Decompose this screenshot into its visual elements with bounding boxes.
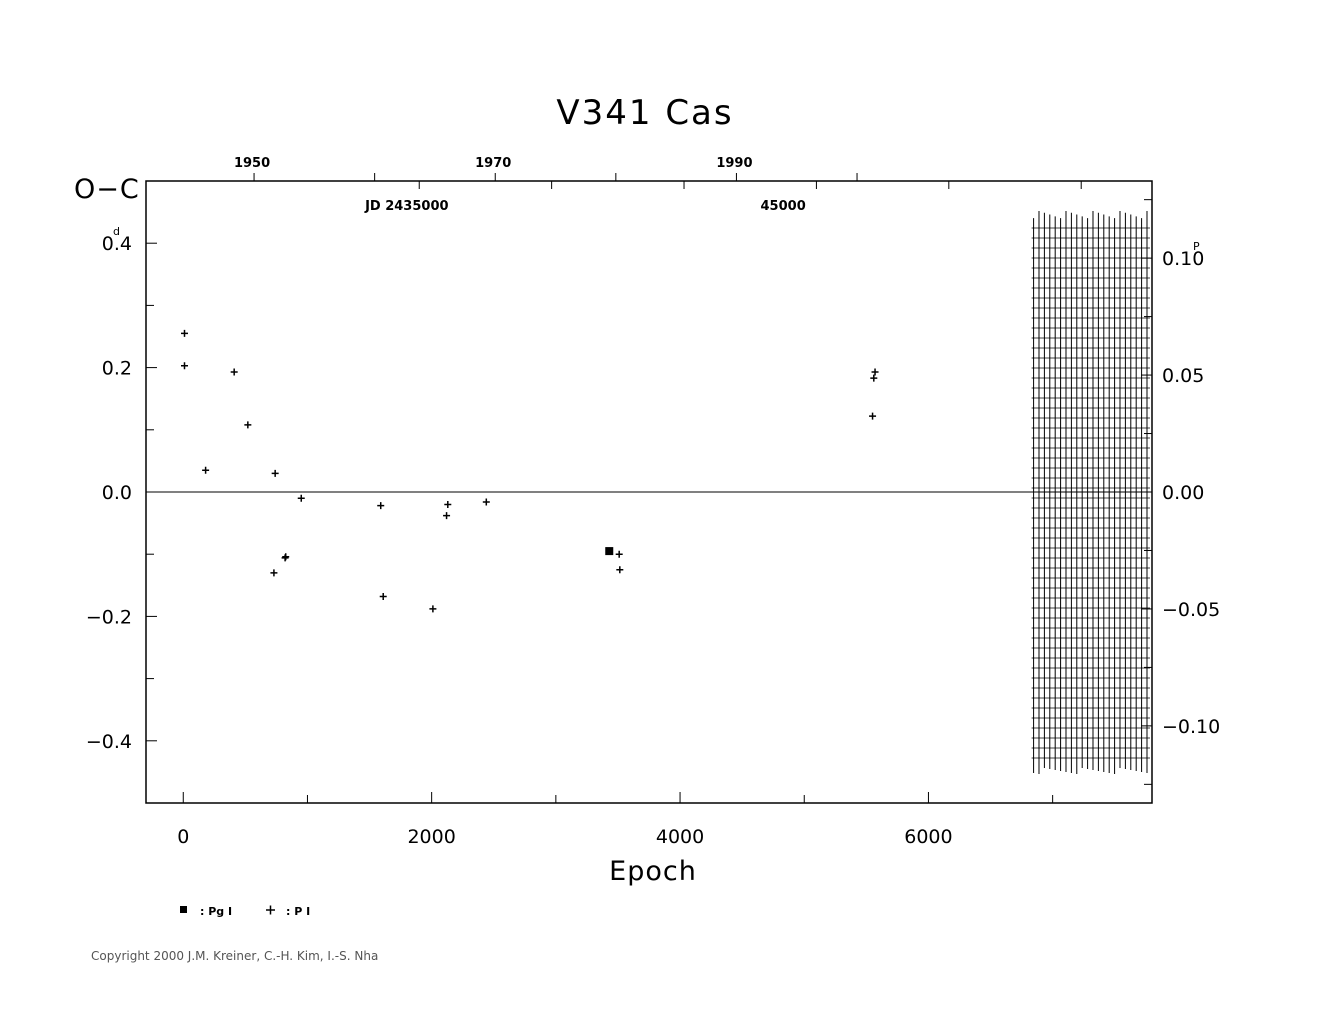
legend-plus-marker xyxy=(266,905,275,915)
point-p xyxy=(379,592,387,600)
y2-tick-label: 0.10 xyxy=(1162,248,1204,270)
y-tick-label: −0.2 xyxy=(86,606,132,628)
legend-p-label: : P I xyxy=(286,905,310,918)
point-p xyxy=(616,566,624,574)
point-p xyxy=(230,368,238,376)
y2-tick-label: −0.05 xyxy=(1162,599,1220,621)
y2-tick-label: 0.05 xyxy=(1162,365,1204,387)
y2-unit-superscript: P xyxy=(1193,240,1200,253)
top-jd-label: 45000 xyxy=(761,199,806,214)
point-p xyxy=(870,374,878,382)
copyright-text: Copyright 2000 J.M. Kreiner, C.-H. Kim, … xyxy=(91,949,378,963)
point-p xyxy=(271,469,279,477)
x-tick-label: 0 xyxy=(177,826,189,848)
point-p xyxy=(869,412,877,420)
chart-title: V341 Cas xyxy=(556,93,733,133)
point-p xyxy=(871,368,879,376)
point-p xyxy=(181,329,189,337)
point-p xyxy=(244,421,252,429)
x-axis-label: Epoch xyxy=(609,856,697,887)
x-tick-label: 4000 xyxy=(656,826,704,848)
point-p xyxy=(297,494,305,502)
top-year-label: 1950 xyxy=(234,156,270,171)
legend-pg-label: : Pg I xyxy=(200,905,232,918)
axis-tick-labels: 0 2000 4000 6000 0.4 0.2 0.0 −0.2 −0.4 d 0.10 0.05 0… xyxy=(86,156,1220,848)
y-tick-label: 0.4 xyxy=(102,233,132,255)
axis-ticks xyxy=(146,173,1152,803)
point-p xyxy=(282,553,290,561)
top-year-label: 1970 xyxy=(475,156,511,171)
y-unit-superscript: d xyxy=(113,225,120,238)
point-p xyxy=(444,500,452,508)
point-p xyxy=(202,466,210,474)
y-axis-label: O−C xyxy=(74,174,140,205)
top-year-label: 1990 xyxy=(716,156,752,171)
point-p xyxy=(429,605,437,613)
point-p xyxy=(615,550,623,558)
x-tick-label: 6000 xyxy=(904,826,952,848)
y-tick-label: −0.4 xyxy=(86,731,132,753)
point-p xyxy=(181,362,189,370)
data-points xyxy=(181,329,879,613)
y2-tick-label: 0.00 xyxy=(1162,482,1204,504)
legend-square-marker xyxy=(180,906,187,913)
x-tick-label: 2000 xyxy=(407,826,455,848)
y2-tick-label: −0.10 xyxy=(1162,716,1220,738)
point-p xyxy=(482,498,490,506)
point-p xyxy=(377,502,385,510)
top-jd-label: JD 2435000 xyxy=(364,199,448,214)
point-p xyxy=(443,512,451,520)
y-tick-label: 0.2 xyxy=(102,358,132,380)
point-p xyxy=(270,569,278,577)
y-tick-label: 0.0 xyxy=(102,482,132,504)
point-pg xyxy=(605,547,614,556)
legend: : Pg I : P I xyxy=(180,905,310,918)
